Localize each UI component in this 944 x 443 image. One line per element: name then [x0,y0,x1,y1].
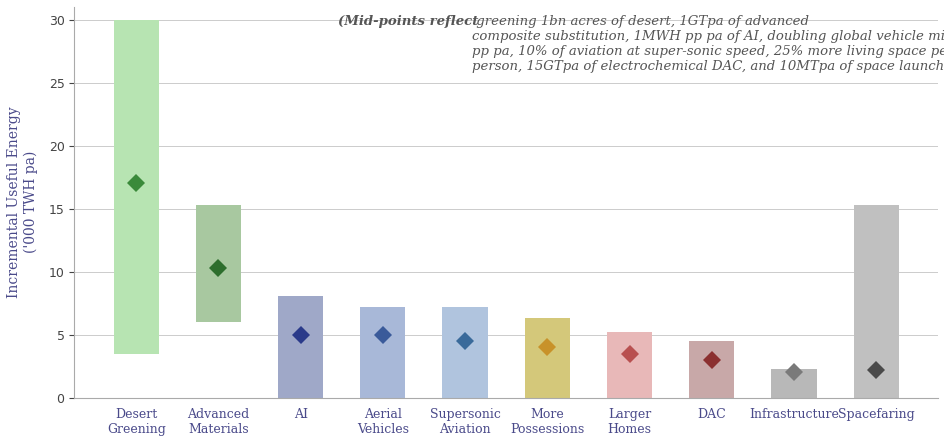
Bar [606,332,651,398]
Bar [688,341,733,398]
Y-axis label: Incremental Useful Energy
('000 TWH pa): Incremental Useful Energy ('000 TWH pa) [7,106,38,298]
Text: greening 1bn acres of desert, 1GTpa of advanced
composite substitution, 1MWH pp : greening 1bn acres of desert, 1GTpa of a… [471,15,944,73]
Bar [524,318,569,398]
Text: (Mid-points reflect: (Mid-points reflect [337,15,478,28]
Bar [360,307,405,398]
Bar [195,205,241,322]
Bar [770,369,816,398]
Bar [113,19,159,354]
Bar [852,205,898,398]
Bar [442,307,487,398]
Bar [278,295,323,398]
